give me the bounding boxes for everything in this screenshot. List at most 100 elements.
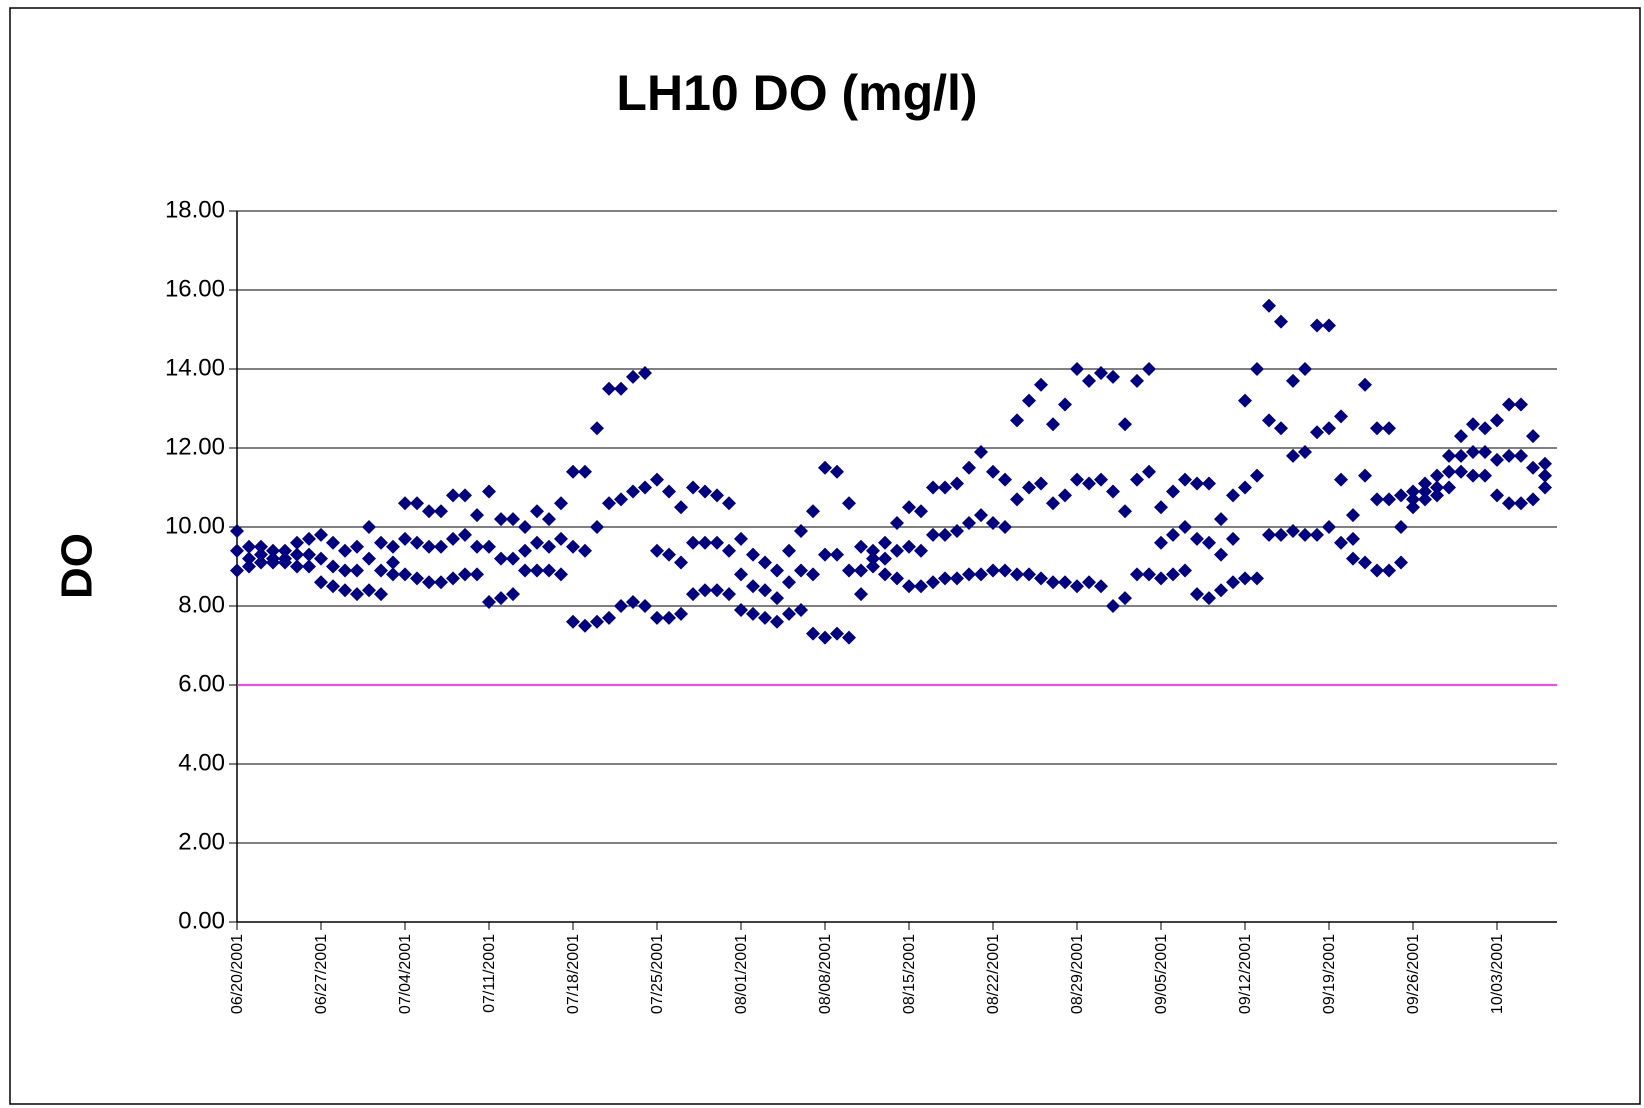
data-point: [1358, 555, 1372, 570]
y-tick-label: 4.00: [178, 749, 225, 776]
data-point: [494, 591, 508, 606]
data-point: [1106, 369, 1120, 384]
data-point: [326, 535, 340, 550]
data-point: [938, 527, 952, 542]
x-tick-label: 07/11/2001: [481, 934, 498, 1013]
data-point: [386, 555, 400, 570]
data-point: [1058, 488, 1072, 503]
data-point: [722, 543, 736, 558]
data-point: [770, 591, 784, 606]
data-point: [398, 531, 412, 546]
data-point: [854, 587, 868, 602]
data-point: [854, 563, 868, 578]
data-point: [494, 551, 508, 566]
data-point: [506, 587, 520, 602]
x-tick-label: 06/27/2001: [313, 934, 330, 1014]
data-point: [698, 484, 712, 499]
data-point: [914, 579, 928, 594]
data-point: [386, 539, 400, 554]
x-tick-label: 09/26/2001: [1405, 934, 1422, 1014]
data-point: [1430, 468, 1444, 483]
data-point: [638, 599, 652, 613]
data-point: [1178, 563, 1192, 578]
data-point: [1262, 298, 1276, 313]
data-point: [1070, 579, 1084, 594]
data-point: [566, 539, 580, 554]
data-point: [530, 535, 544, 550]
data-point: [1538, 480, 1552, 495]
data-point: [806, 567, 820, 582]
data-point: [866, 559, 880, 574]
data-point: [530, 504, 544, 519]
data-point: [1082, 476, 1096, 491]
data-point: [1202, 535, 1216, 550]
data-point: [518, 520, 532, 534]
data-point: [758, 610, 772, 625]
data-point: [782, 606, 796, 621]
data-point: [1262, 527, 1276, 542]
data-point: [998, 563, 1012, 578]
data-point: [1382, 421, 1396, 436]
data-point: [422, 539, 436, 554]
data-point: [602, 381, 616, 396]
data-point: [410, 571, 424, 586]
data-point: [1118, 417, 1132, 432]
data-point: [710, 488, 724, 503]
data-point: [338, 563, 352, 578]
data-point: [1406, 500, 1420, 515]
data-point: [266, 543, 280, 558]
data-point: [1298, 362, 1312, 376]
data-point: [1526, 460, 1540, 475]
data-point: [470, 567, 484, 582]
data-point: [1514, 448, 1528, 463]
x-tick-label: 08/08/2001: [817, 934, 834, 1014]
y-tick-label: 14.00: [165, 354, 225, 381]
data-point: [614, 381, 628, 396]
data-point: [494, 512, 508, 527]
data-point: [278, 551, 292, 566]
data-point: [1250, 571, 1264, 586]
data-point: [362, 583, 376, 598]
data-point: [746, 579, 760, 594]
data-point: [998, 520, 1012, 534]
data-point: [1154, 571, 1168, 586]
data-point: [1082, 575, 1096, 590]
x-tick-label: 08/01/2001: [733, 934, 750, 1014]
data-point: [1238, 393, 1252, 408]
data-point: [1526, 429, 1540, 444]
data-point: [1142, 464, 1156, 479]
data-point: [1166, 527, 1180, 542]
data-point: [1142, 362, 1156, 376]
data-point: [650, 472, 664, 487]
data-point: [1046, 575, 1060, 590]
data-point: [1034, 476, 1048, 491]
data-point: [866, 551, 880, 566]
data-point: [626, 484, 640, 499]
data-point: [1538, 468, 1552, 483]
data-point: [722, 496, 736, 511]
data-point: [590, 520, 604, 534]
data-point: [506, 551, 520, 566]
data-point: [1214, 512, 1228, 527]
data-point: [410, 496, 424, 511]
data-point: [350, 563, 364, 578]
data-point: [554, 496, 568, 511]
data-point: [1430, 488, 1444, 503]
data-point: [362, 520, 376, 534]
data-point: [602, 610, 616, 625]
x-tick-label: 10/03/2001: [1489, 934, 1506, 1014]
data-point: [254, 555, 268, 570]
y-tick-label: 12.00: [165, 433, 225, 460]
data-point: [1238, 571, 1252, 586]
data-point: [938, 480, 952, 495]
data-point: [554, 567, 568, 582]
chart-title: LH10 DO (mg/l): [616, 65, 977, 121]
data-point: [746, 606, 760, 621]
x-tick-label: 07/18/2001: [565, 934, 582, 1014]
data-point: [566, 464, 580, 479]
data-point: [722, 587, 736, 602]
data-point: [1226, 531, 1240, 546]
data-point: [1442, 448, 1456, 463]
data-point: [1034, 377, 1048, 392]
data-point: [1394, 520, 1408, 534]
